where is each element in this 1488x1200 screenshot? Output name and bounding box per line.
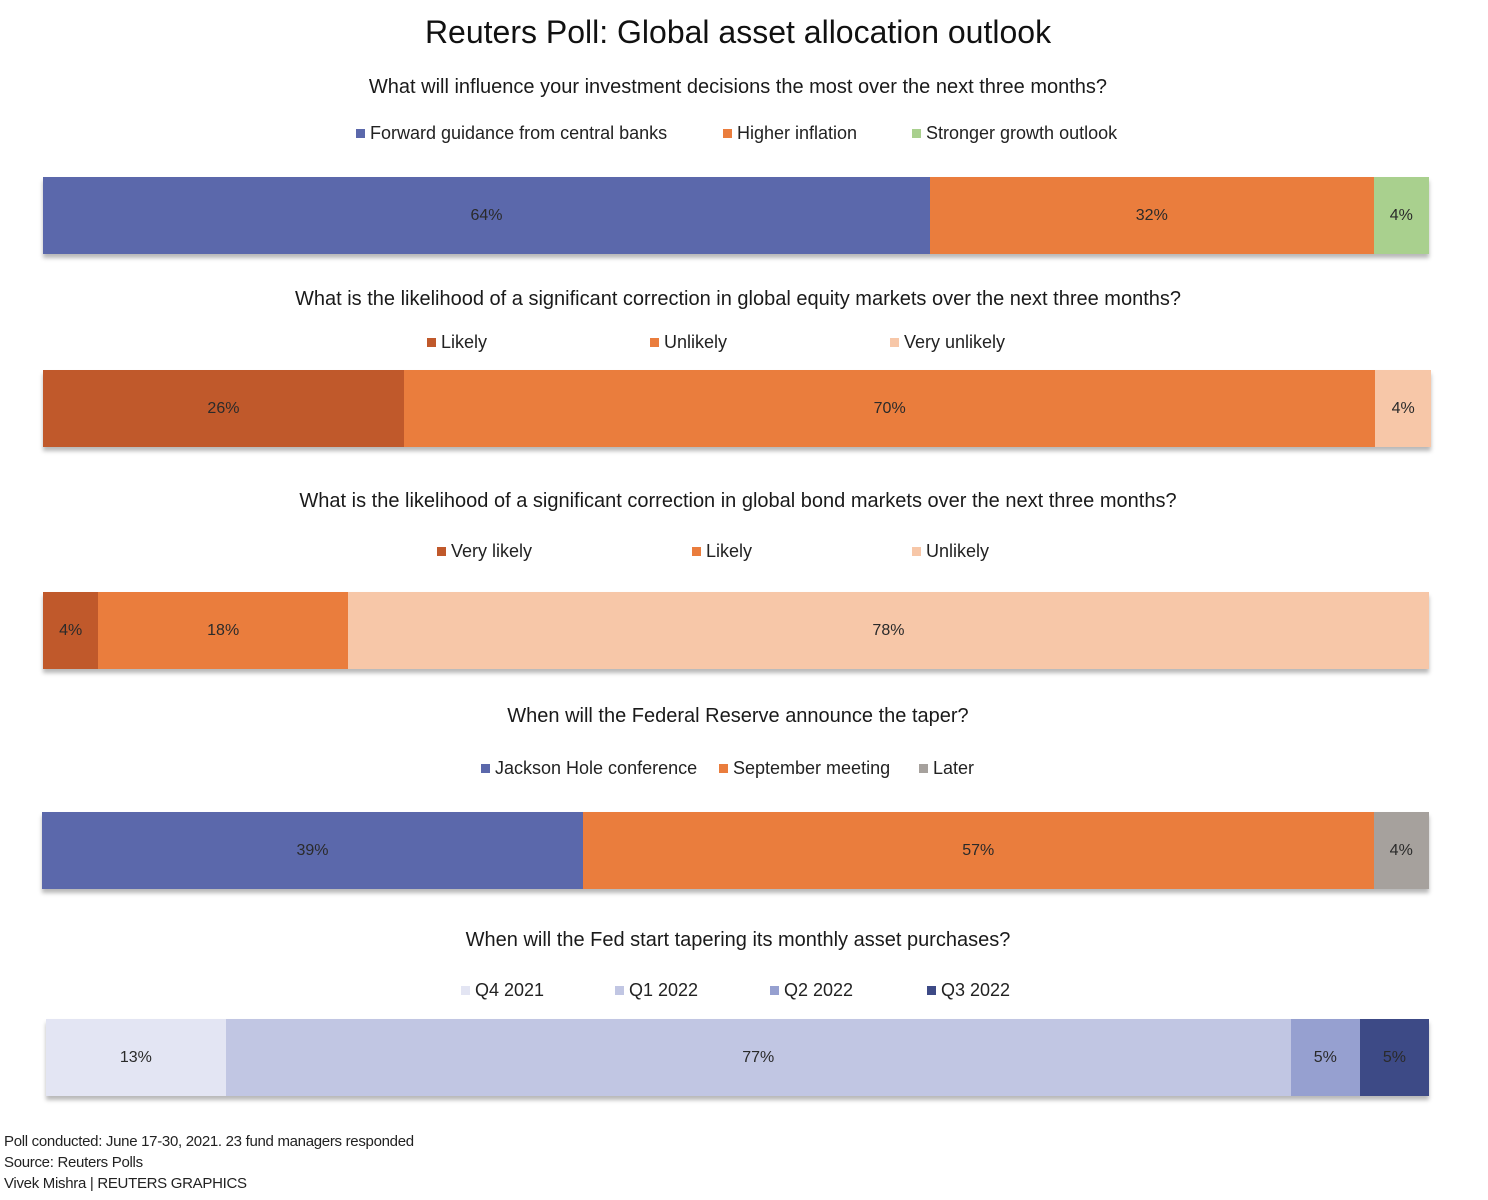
data-label: 64% <box>470 206 503 224</box>
legend-label: Jackson Hole conference <box>495 758 698 778</box>
stacked-bar: 13% 77% 5% 5% <box>46 1019 1429 1096</box>
legend-label: Q4 2021 <box>475 980 545 1000</box>
legend-item: Stronger growth outlook <box>912 123 1117 144</box>
footer: Poll conducted: June 17-30, 2021. 23 fun… <box>4 1131 414 1194</box>
bar-segment: 13% <box>46 1019 226 1096</box>
bar-segment: 39% <box>42 812 583 889</box>
question-title: When will the Federal Reserve announce t… <box>507 705 969 727</box>
bar-segment: 4% <box>1373 177 1429 254</box>
data-label: 18% <box>207 621 240 639</box>
data-label: 13% <box>119 1048 152 1066</box>
footer-credit: Vivek Mishra | REUTERS GRAPHICS <box>4 1175 247 1192</box>
legend-swatch <box>692 547 701 556</box>
question-title: What is the likelihood of a significant … <box>299 490 1177 512</box>
legend-swatch <box>481 764 490 773</box>
stacked-bar: 64% 32% 4% <box>43 177 1429 254</box>
legend-label: Very unlikely <box>904 332 1006 352</box>
legend-item: Very likely <box>437 541 532 562</box>
legend-swatch <box>650 338 659 347</box>
stacked-bar: 39% 57% 4% <box>42 812 1429 889</box>
legend-item: Unlikely <box>912 541 989 562</box>
bar-segment: 5% <box>1359 1019 1429 1096</box>
footer-poll-note: Poll conducted: June 17-30, 2021. 23 fun… <box>4 1133 414 1150</box>
stacked-bar: 26% 70% 4% <box>43 370 1431 447</box>
data-label: 70% <box>873 399 906 417</box>
legend-item: Higher inflation <box>723 123 857 144</box>
legend-swatch <box>719 764 728 773</box>
legend-swatch <box>427 338 436 347</box>
data-label: 78% <box>872 621 905 639</box>
legend-item: Q1 2022 <box>615 980 698 1001</box>
legend-swatch <box>461 986 470 995</box>
legend-item: Forward guidance from central banks <box>356 123 667 144</box>
legend-label: Stronger growth outlook <box>926 123 1118 143</box>
legend-swatch <box>927 986 936 995</box>
legend-item: Likely <box>427 332 487 353</box>
bar-segment: 4% <box>43 592 99 669</box>
legend-swatch <box>912 547 921 556</box>
legend-swatch <box>356 129 365 138</box>
legend-label: Q3 2022 <box>941 980 1011 1000</box>
bar-segment: 5% <box>1290 1019 1360 1096</box>
legend-item: Jackson Hole conference <box>481 758 697 779</box>
legend-swatch <box>723 129 732 138</box>
bar-segment: 18% <box>98 592 348 669</box>
bar-segment: 70% <box>403 370 1376 447</box>
legend-item: Later <box>919 758 974 779</box>
data-label: 4% <box>1389 206 1413 224</box>
legend-label: Q2 2022 <box>784 980 854 1000</box>
data-label: 32% <box>1135 206 1168 224</box>
legend-label: Likely <box>441 332 488 352</box>
data-label: 4% <box>59 621 83 639</box>
legend-item: Very unlikely <box>890 332 1005 353</box>
bar-segment: 78% <box>347 592 1429 669</box>
legend-label: Likely <box>706 541 753 561</box>
bar-segment: 77% <box>225 1019 1291 1096</box>
legend-item: Unlikely <box>650 332 727 353</box>
bar-segment: 4% <box>1375 370 1431 447</box>
legend-label: Q1 2022 <box>629 980 699 1000</box>
legend-swatch <box>615 986 624 995</box>
data-label: 5% <box>1313 1048 1337 1066</box>
legend-label: Later <box>933 758 975 778</box>
question-title: When will the Fed start tapering its mon… <box>465 929 1011 951</box>
question-title: What will influence your investment deci… <box>368 76 1108 98</box>
legend-label: Forward guidance from central banks <box>370 123 668 143</box>
bar-segment: 57% <box>582 812 1374 889</box>
bar-segment: 64% <box>43 177 931 254</box>
legend-item: Likely <box>692 541 752 562</box>
bar-segment: 26% <box>43 370 404 447</box>
data-label: 5% <box>1382 1048 1406 1066</box>
bar-segment: 32% <box>930 177 1374 254</box>
legend-label: Higher inflation <box>737 123 858 143</box>
legend-item: Q2 2022 <box>770 980 853 1001</box>
legend-swatch <box>437 547 446 556</box>
legend-item: September meeting <box>719 758 890 779</box>
data-label: 4% <box>1391 399 1415 417</box>
legend-swatch <box>770 986 779 995</box>
data-label: 4% <box>1389 841 1413 859</box>
chart-title: Reuters Poll: Global asset allocation ou… <box>424 14 1052 50</box>
data-label: 26% <box>207 399 240 417</box>
stacked-bar: 4% 18% 78% <box>43 592 1429 669</box>
data-label: 39% <box>296 841 329 859</box>
question-title: What is the likelihood of a significant … <box>294 288 1181 310</box>
legend-label: Unlikely <box>926 541 990 561</box>
data-label: 57% <box>962 841 995 859</box>
data-label: 77% <box>742 1048 775 1066</box>
legend-label: Very likely <box>451 541 533 561</box>
legend-label: Unlikely <box>664 332 728 352</box>
legend-item: Q3 2022 <box>927 980 1010 1001</box>
legend-swatch <box>890 338 899 347</box>
bar-segment: 4% <box>1373 812 1429 889</box>
footer-source: Source: Reuters Polls <box>4 1154 143 1171</box>
legend-item: Q4 2021 <box>461 980 544 1001</box>
legend-label: September meeting <box>733 758 891 778</box>
legend-swatch <box>912 129 921 138</box>
legend-swatch <box>919 764 928 773</box>
